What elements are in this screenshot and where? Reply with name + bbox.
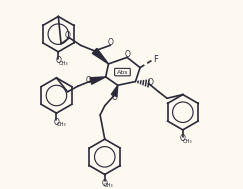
Text: CH₃: CH₃ (183, 139, 192, 144)
Text: F: F (153, 55, 158, 64)
Text: CH₃: CH₃ (58, 61, 68, 66)
Text: O: O (180, 134, 186, 143)
Text: O: O (55, 56, 61, 65)
Text: O: O (124, 50, 130, 59)
Polygon shape (90, 77, 106, 84)
Polygon shape (92, 48, 108, 64)
Text: O: O (112, 93, 118, 102)
Text: CH₃: CH₃ (56, 122, 66, 127)
Text: CH₃: CH₃ (104, 183, 114, 188)
Text: O: O (86, 76, 91, 85)
Text: O: O (102, 179, 108, 187)
Text: O: O (148, 78, 154, 87)
Text: Abs: Abs (117, 70, 128, 75)
FancyBboxPatch shape (115, 68, 130, 76)
Text: O: O (53, 118, 59, 127)
Polygon shape (111, 85, 118, 97)
Text: O: O (65, 31, 70, 40)
Text: O: O (107, 38, 113, 47)
